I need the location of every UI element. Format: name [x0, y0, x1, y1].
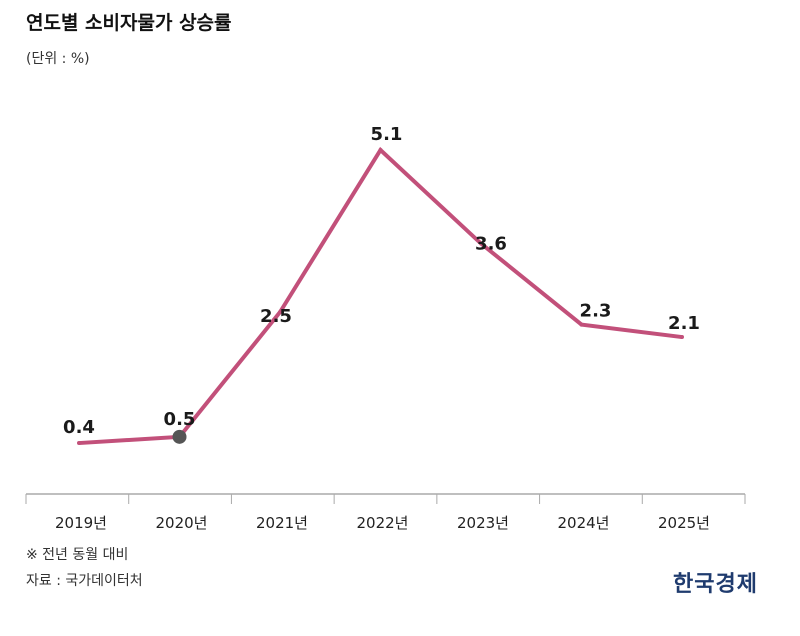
- x-tick-label: 2025년: [658, 514, 710, 532]
- x-tick-label: 2021년: [256, 514, 308, 532]
- data-point: [680, 335, 684, 340]
- x-tick-label: 2023년: [457, 514, 509, 532]
- data-label: 2.3: [580, 301, 612, 322]
- data-label: 0.5: [164, 409, 196, 430]
- brand-logo: 한국경제: [673, 571, 758, 597]
- data-label: 0.4: [63, 417, 95, 438]
- footnote: ※ 전년 동월 대비: [26, 547, 129, 563]
- unit-label: (단위 : %): [26, 51, 90, 67]
- source-note: 자료 : 국가데이터처: [26, 573, 143, 589]
- data-label: 2.5: [260, 306, 292, 327]
- data-label: 5.1: [371, 124, 403, 145]
- chart-title: 연도별 소비자물가 상승률: [26, 12, 232, 34]
- x-tick-label: 2019년: [55, 514, 107, 532]
- data-point: [278, 310, 282, 315]
- data-point: [479, 241, 483, 246]
- data-point-marker: [172, 429, 187, 444]
- x-tick-label: 2020년: [156, 514, 208, 532]
- x-tick-label: 2022년: [357, 514, 409, 532]
- x-tick-label: 2024년: [558, 514, 610, 532]
- series-line: [78, 146, 683, 446]
- data-point: [378, 148, 383, 152]
- data-point: [579, 322, 584, 327]
- data-label: 2.1: [668, 313, 700, 334]
- data-label: 3.6: [475, 234, 507, 255]
- data-point: [77, 441, 81, 446]
